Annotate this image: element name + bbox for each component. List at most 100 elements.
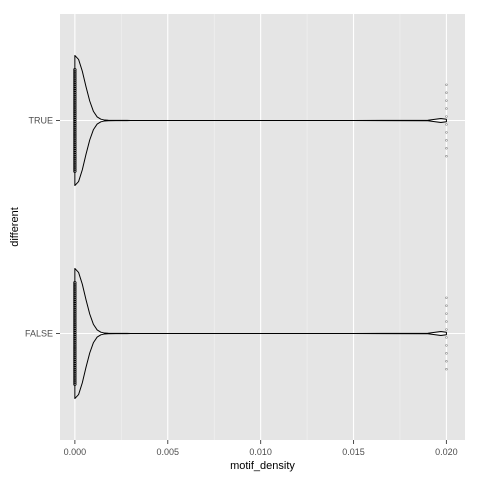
data-point [73,380,77,384]
data-point [73,161,77,165]
data-point [73,78,77,82]
data-point [73,359,77,364]
data-point [73,117,77,122]
data-point [445,91,448,94]
x-tick-label: 0.000 [64,447,87,457]
data-point [73,361,77,366]
data-point [73,132,77,136]
data-point [73,285,77,289]
data-point [73,165,77,169]
data-point [73,353,77,357]
data-point [73,293,77,297]
data-point [445,368,448,371]
data-point [73,86,77,91]
data-point [73,107,77,111]
data-point [445,296,448,299]
data-point [73,365,77,370]
data-point [73,103,77,107]
x-axis-ticks: 0.000 0.005 0.010 0.015 0.020 [64,440,458,457]
data-point [73,316,77,320]
data-point [73,330,77,335]
data-point [445,139,448,142]
data-point [73,121,77,126]
data-point [73,289,77,293]
data-point [73,355,77,359]
data-point [445,131,448,134]
data-point [445,352,448,355]
data-point [73,101,77,105]
data-point [73,80,77,84]
data-point [445,336,448,339]
data-point [73,372,77,376]
data-point [73,374,77,378]
data-point [445,115,448,118]
y-axis-ticks: FALSE TRUE [25,116,60,339]
data-point [73,382,77,386]
data-point [73,347,77,351]
violins [74,55,447,399]
data-point [73,150,77,155]
data-point [73,105,77,109]
y-tick-label: FALSE [25,329,53,339]
data-points [73,68,448,386]
data-point [445,123,448,126]
data-point [73,76,77,80]
data-point [73,363,77,368]
data-point [73,92,77,97]
data-point [73,148,77,153]
data-point [73,351,77,355]
violin-true [74,55,447,186]
data-point [73,90,77,95]
data-point [73,142,77,146]
data-point [73,159,77,163]
minor-gridlines [121,14,401,440]
data-point [445,147,448,150]
data-point [445,312,448,315]
data-point [73,113,77,118]
data-point [73,297,77,302]
data-point [73,345,77,349]
data-point [73,324,77,328]
data-point [73,308,77,312]
data-point [73,303,77,308]
y-tick-label: TRUE [29,116,54,126]
data-point [73,167,77,171]
data-point [73,326,77,331]
data-point [73,328,77,333]
data-point [445,83,448,86]
violin-false [74,268,447,399]
data-point [73,163,77,167]
data-point [73,169,77,173]
data-point [73,88,77,93]
data-point [73,336,77,341]
data-point [73,68,77,72]
data-point [73,97,77,101]
data-point [73,82,77,87]
data-point [73,152,77,157]
data-point [73,95,77,99]
data-point [73,84,77,89]
data-point [73,287,77,291]
data-point [73,154,77,159]
data-point [445,344,448,347]
data-point [73,115,77,120]
data-point [73,72,77,76]
data-point [445,155,448,158]
data-point [73,322,77,326]
data-point [73,367,77,372]
data-point [73,130,77,134]
data-point [73,318,77,322]
y-axis-title: different [9,207,21,247]
data-point [73,332,77,337]
data-point [73,119,77,124]
data-point [73,378,77,382]
data-point [73,128,77,132]
data-point [73,146,77,151]
data-point [73,341,77,345]
data-point [73,157,77,161]
data-point [445,107,448,110]
data-point [73,312,77,316]
data-point [73,123,77,128]
data-point [73,370,77,374]
data-point [73,295,77,300]
